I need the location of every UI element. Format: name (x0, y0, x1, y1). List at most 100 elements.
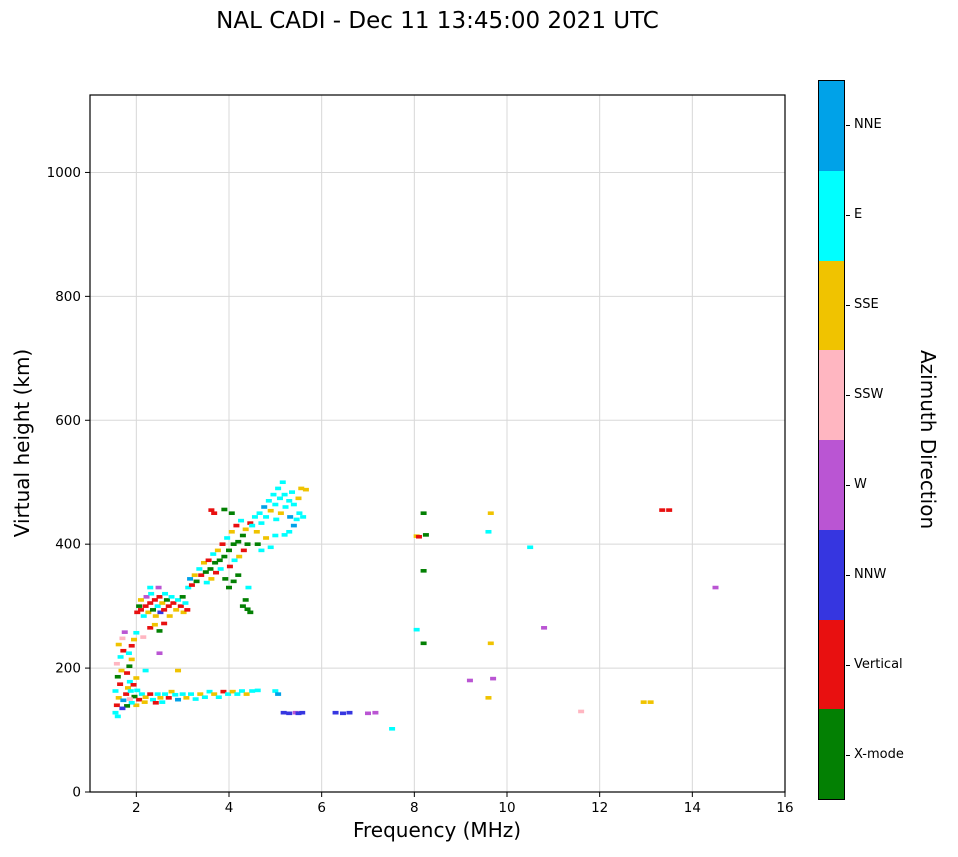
scatter-point (281, 492, 288, 497)
scatter-point (293, 517, 300, 522)
scatter-point (196, 567, 203, 571)
scatter-point (299, 710, 306, 715)
scatter-point (240, 548, 247, 553)
colorbar-label-W: W (854, 477, 867, 492)
scatter-point (275, 692, 282, 696)
scatter-point (647, 700, 654, 704)
scatter-point (175, 668, 182, 673)
y-axis-label: Virtual height (km) (10, 348, 34, 538)
scatter-point (238, 518, 245, 523)
scatter-point (128, 643, 135, 648)
scatter-point (279, 480, 286, 485)
scatter-point (137, 608, 144, 612)
scatter-point (254, 688, 261, 693)
scatter-point (485, 529, 492, 534)
scatter-point (148, 591, 155, 596)
azimuth-colorbar (818, 80, 845, 800)
scatter-point (286, 529, 293, 534)
x-tick-label: 8 (410, 800, 419, 816)
scatter-point (233, 523, 240, 528)
colorbar-segment-SSE (819, 260, 844, 351)
scatter-point (142, 604, 149, 608)
scatter-point (123, 692, 130, 696)
colorbar-segment-E (819, 170, 844, 261)
scatter-point (228, 511, 235, 515)
scatter-point (235, 573, 242, 577)
scatter-point (286, 711, 293, 716)
scatter-point (157, 696, 164, 700)
scatter-point (267, 508, 274, 513)
x-tick-label: 10 (498, 800, 515, 816)
scatter-point (225, 692, 232, 696)
scatter-point (126, 697, 133, 701)
scatter-point (172, 692, 179, 697)
scatter-point (120, 648, 127, 653)
scatter-point (136, 697, 143, 702)
scatter-point (140, 635, 147, 639)
colorbar-segment-W (819, 440, 844, 530)
scatter-point (188, 692, 195, 696)
scatter-point (221, 554, 228, 559)
colorbar-tick (846, 574, 850, 576)
scatter-point (198, 573, 205, 577)
scatter-point (138, 692, 145, 696)
scatter-point (487, 511, 494, 515)
scatter-point (152, 700, 159, 705)
scatter-point (143, 595, 150, 599)
colorbar-label-X: X-mode (854, 747, 904, 762)
chart-title: NAL CADI - Dec 11 13:45:00 2021 UTC (216, 8, 659, 34)
scatter-point (202, 570, 209, 574)
x-tick-label: 14 (684, 800, 701, 816)
scatter-point (226, 548, 232, 553)
scatter-point (151, 622, 158, 627)
scatter-point (238, 689, 245, 693)
scatter-point (280, 710, 287, 715)
x-tick-label: 16 (776, 800, 793, 816)
scatter-point (389, 727, 396, 731)
scatter-point (272, 533, 279, 538)
scatter-point (161, 621, 168, 626)
scatter-point (365, 711, 371, 716)
scatter-point (165, 696, 172, 700)
scatter-point (231, 558, 238, 563)
scatter-point (155, 585, 162, 590)
scatter-point (298, 486, 305, 491)
scatter-point (420, 569, 427, 573)
scatter-point (179, 595, 186, 599)
scatter-point (145, 610, 152, 615)
scatter-point (126, 679, 133, 684)
colorbar-label-V: Vertical (854, 657, 903, 672)
scatter-point (263, 515, 270, 519)
scatter-point (133, 703, 140, 708)
scatter-point (124, 686, 131, 690)
x-axis-label: Frequency (MHz) (352, 818, 522, 842)
y-tick-label: 0 (72, 785, 81, 801)
scatter-point (254, 542, 261, 546)
scatter-point (152, 614, 159, 618)
scatter-point (159, 601, 166, 605)
scatter-point (197, 692, 204, 696)
scatter-point (113, 703, 120, 708)
scatter-point (281, 533, 288, 537)
scatter-point (578, 709, 585, 714)
colorbar-tick (846, 214, 850, 216)
scatter-point (230, 542, 237, 546)
scatter-point (119, 636, 126, 641)
scatter-point (282, 505, 289, 509)
colorbar-segment-X (819, 709, 844, 799)
scatter-point (183, 696, 190, 700)
scatter-point (224, 536, 231, 540)
scatter-point (114, 714, 121, 719)
colorbar-segment-SSW (819, 350, 844, 440)
scatter-point (154, 692, 161, 696)
y-tick-label: 800 (55, 289, 81, 305)
scatter-point (346, 710, 353, 715)
scatter-point (256, 511, 263, 515)
scatter-point (247, 521, 254, 525)
colorbar-label-SSE: SSE (854, 297, 879, 312)
scatter-point (168, 689, 175, 694)
scatter-point (113, 661, 120, 666)
scatter-point (162, 692, 169, 696)
scatter-point (296, 511, 303, 515)
scatter-point (666, 508, 673, 512)
